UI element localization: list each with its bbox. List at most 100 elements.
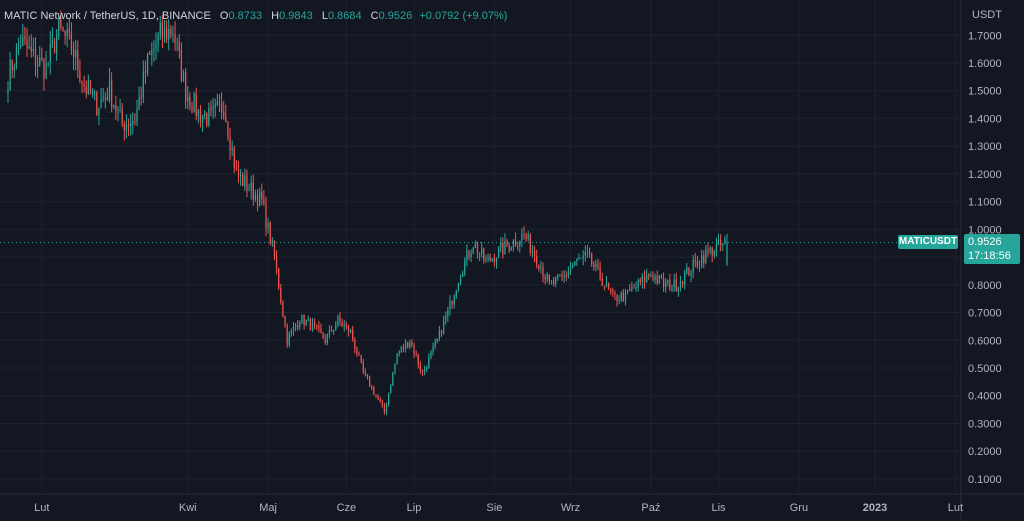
candle xyxy=(411,339,413,348)
candle xyxy=(715,237,718,257)
candle-body xyxy=(138,97,140,109)
candle xyxy=(669,273,671,291)
candle-body xyxy=(698,265,701,267)
candle xyxy=(70,22,73,56)
candle-body xyxy=(552,280,555,284)
candle-body xyxy=(159,22,161,35)
candle xyxy=(658,274,660,285)
price-axis[interactable]: 0.1000 0.2000 0.3000 0.4000 0.5000 0.6000 0.70… xyxy=(968,30,1002,486)
candle-body xyxy=(168,29,170,40)
candle xyxy=(261,183,263,206)
candle xyxy=(282,300,284,318)
candle-body xyxy=(546,274,548,280)
candle xyxy=(677,286,679,297)
candle xyxy=(146,52,149,77)
candle xyxy=(512,238,515,252)
candle-body xyxy=(229,137,231,151)
candle-body xyxy=(303,314,305,325)
candle xyxy=(297,320,299,331)
candle-body xyxy=(637,279,639,288)
candle xyxy=(11,59,13,79)
candle-body xyxy=(500,242,502,247)
candle xyxy=(195,87,197,121)
candle-body xyxy=(53,40,56,54)
candle-body xyxy=(464,260,466,274)
candle xyxy=(404,339,407,353)
candle xyxy=(643,270,646,289)
candle xyxy=(616,294,618,307)
candle xyxy=(269,221,271,246)
time-axis[interactable]: Lut Kwi Maj Cze Lip Sie Wrz Paź Lis Gru 2023 Lut xyxy=(34,502,963,514)
candle xyxy=(271,236,273,248)
candle-body xyxy=(601,278,603,286)
currency-label[interactable]: USDT xyxy=(972,9,1002,21)
candle xyxy=(94,89,96,101)
candle-body xyxy=(506,240,508,246)
candle-body xyxy=(322,332,324,339)
candle-body xyxy=(481,248,483,254)
candle-body xyxy=(119,108,121,110)
candle-body xyxy=(639,279,641,283)
candle xyxy=(656,270,658,286)
candle-body xyxy=(208,107,210,126)
candle-body xyxy=(597,263,599,267)
y-tick-label: 0.3000 xyxy=(968,418,1002,430)
candle xyxy=(290,328,293,338)
candle-body xyxy=(91,92,94,94)
candle-body xyxy=(635,287,637,289)
candle-body xyxy=(343,325,345,327)
candle xyxy=(398,350,400,357)
candle xyxy=(366,373,369,380)
candle-body xyxy=(22,36,24,46)
candle xyxy=(220,92,223,120)
candle xyxy=(358,351,360,356)
candle xyxy=(121,103,123,128)
candle-body xyxy=(68,29,70,33)
candle xyxy=(119,98,121,113)
candle xyxy=(292,322,295,336)
candle-body xyxy=(684,272,686,285)
candle-body xyxy=(360,355,362,363)
candle xyxy=(100,87,102,109)
candle xyxy=(347,324,350,337)
candle-body xyxy=(521,233,523,242)
candle-body xyxy=(669,279,671,290)
candle-body xyxy=(32,48,35,51)
candle-body xyxy=(377,395,379,400)
candle-body xyxy=(709,247,711,252)
candle xyxy=(339,312,341,326)
candle-body xyxy=(309,319,312,331)
candle-body xyxy=(341,322,343,327)
candle-body xyxy=(542,267,544,277)
y-tick-label: 1.4000 xyxy=(968,113,1002,125)
candle-body xyxy=(614,292,616,295)
candle-body xyxy=(447,309,449,317)
candle-body xyxy=(58,17,60,36)
candle-body xyxy=(514,240,517,246)
candle xyxy=(47,61,49,68)
candle-body xyxy=(557,274,559,278)
candle-body xyxy=(75,50,77,58)
candle xyxy=(81,80,83,94)
candle xyxy=(178,33,180,59)
candle-body xyxy=(102,97,104,99)
candle-body xyxy=(307,319,309,321)
candle xyxy=(631,281,633,293)
candle-body xyxy=(17,45,20,47)
candle-body xyxy=(56,35,58,54)
candle xyxy=(352,325,354,342)
candle-body xyxy=(470,253,472,258)
symbol-title[interactable]: MATIC Network / TetherUS, 1D, BINANCE xyxy=(4,10,211,22)
candle-body xyxy=(214,104,216,107)
candle xyxy=(132,112,134,135)
candle xyxy=(449,295,451,316)
candle-body xyxy=(195,93,197,116)
symbol-price-tag: MATICUSDT xyxy=(898,235,958,250)
candle xyxy=(278,267,280,290)
candle-body xyxy=(536,256,538,265)
candle-body xyxy=(591,253,593,265)
candle xyxy=(483,247,485,264)
candle xyxy=(17,37,20,56)
candle xyxy=(409,339,411,350)
